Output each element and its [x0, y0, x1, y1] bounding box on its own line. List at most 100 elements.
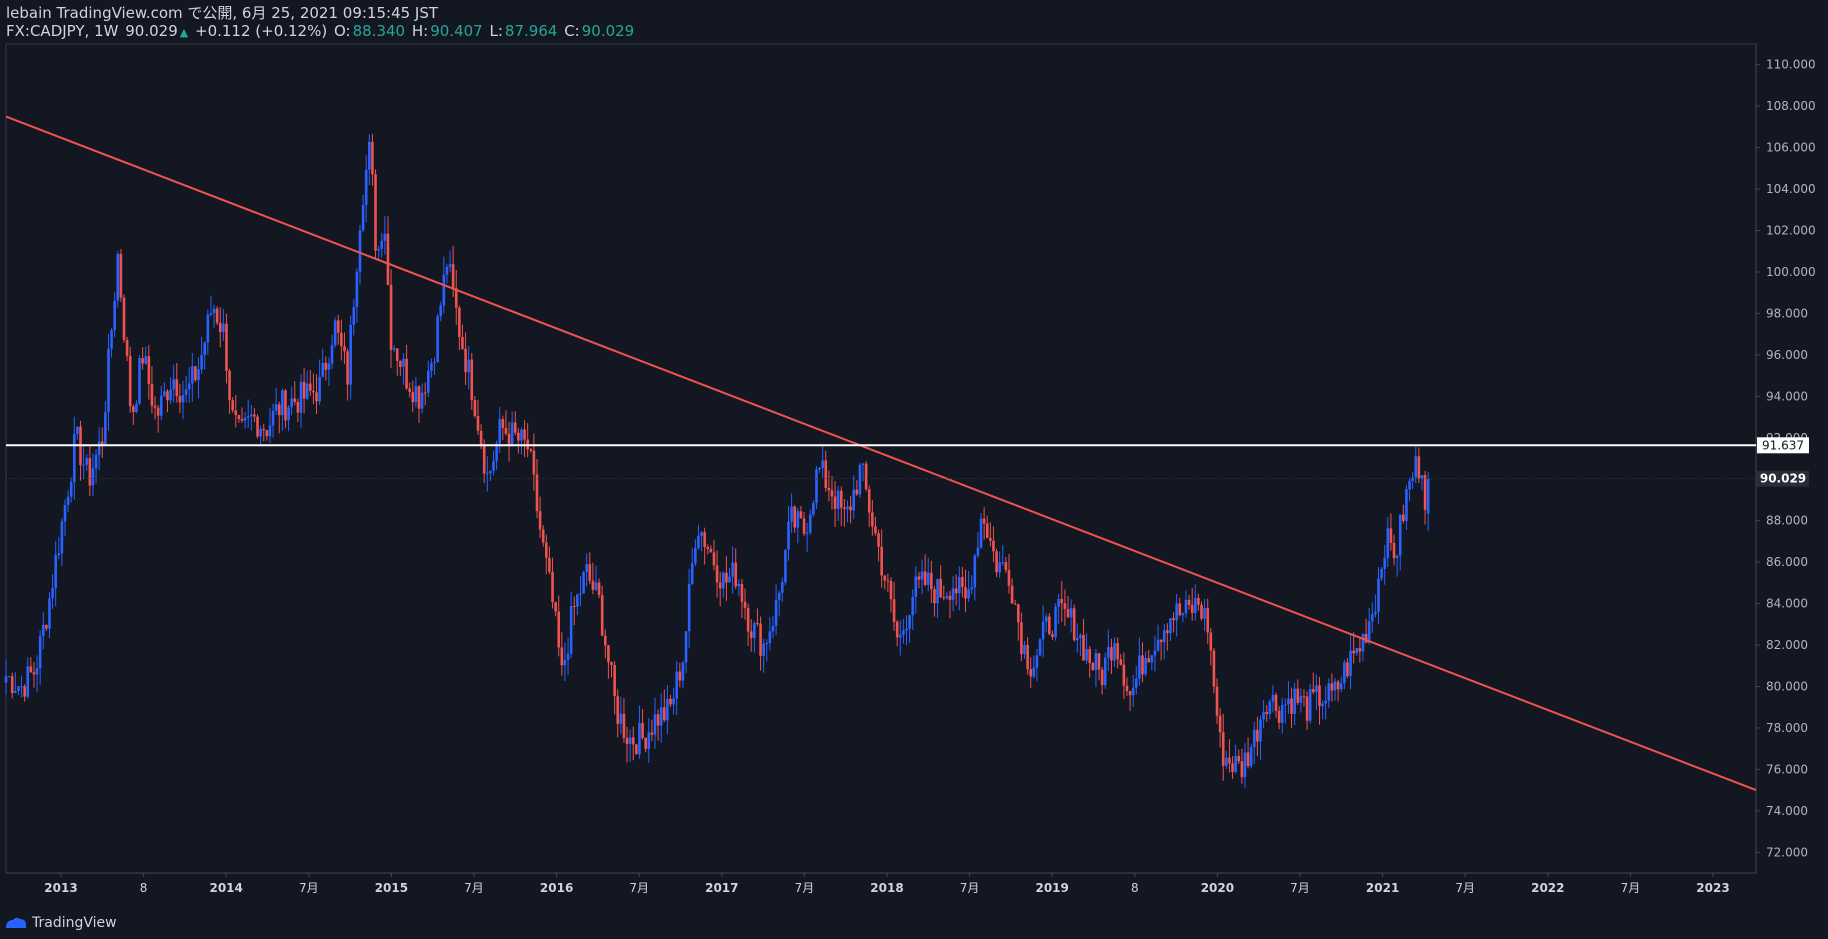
candle-body: [1001, 562, 1005, 564]
candle-body: [57, 553, 61, 556]
candle-body: [979, 518, 983, 548]
candle-body: [281, 390, 284, 416]
candle-body: [265, 430, 269, 437]
candle-body: [1038, 639, 1042, 656]
candle-body: [191, 366, 194, 384]
candle-body: [917, 576, 921, 580]
candle-body: [1004, 562, 1008, 571]
candle-body: [277, 404, 281, 416]
candle-body: [1358, 648, 1362, 652]
x-tick-label: 2015: [375, 881, 408, 895]
candle-body: [364, 169, 368, 205]
candle-body: [551, 571, 554, 603]
candle-body: [961, 577, 964, 588]
candle-body: [600, 595, 604, 636]
candle-body: [880, 546, 883, 576]
up-arrow-icon: ▲: [179, 26, 189, 39]
candle-body: [222, 323, 225, 333]
candle-body: [1215, 686, 1219, 716]
candle-body: [799, 511, 803, 519]
candle-body: [414, 386, 418, 403]
y-tick-label: 74.000: [1766, 804, 1808, 818]
candle-body: [672, 698, 675, 705]
candle-body: [644, 737, 647, 750]
trendline: [5, 115, 1757, 792]
candle-body: [1138, 655, 1141, 679]
candle-body: [989, 537, 992, 541]
candle-body: [85, 458, 89, 465]
candle-body: [1380, 568, 1383, 579]
candle-body: [321, 362, 325, 377]
candle-body: [520, 429, 523, 441]
candle-body: [902, 630, 905, 635]
candle-body: [1349, 650, 1352, 677]
candle-body: [650, 732, 654, 735]
candle-body: [355, 271, 359, 308]
candle-body: [1367, 621, 1371, 643]
x-tick-label: 2017: [705, 881, 738, 895]
candle-body: [1032, 667, 1036, 677]
candle-body: [324, 362, 328, 370]
candle-body: [1094, 653, 1098, 671]
candle-body: [1166, 630, 1169, 634]
candle-body: [1178, 603, 1182, 616]
candle-body: [144, 356, 148, 364]
candle-body: [734, 562, 738, 587]
candle-body: [591, 580, 595, 590]
candle-body: [777, 592, 781, 600]
candle-body: [957, 577, 961, 594]
candle-body: [1361, 634, 1365, 652]
candle-body: [293, 398, 297, 403]
candle-body: [1184, 599, 1188, 614]
candle-body: [560, 647, 564, 666]
candle-body: [1352, 650, 1355, 654]
candle-body: [20, 686, 23, 688]
candle-body: [538, 511, 542, 530]
candle-body: [209, 312, 213, 315]
candle-body: [1122, 664, 1126, 686]
candle-body: [10, 676, 14, 694]
x-axis-ticks: 2013 8 2014 7月 2015 7月 2016 7月 2017 7月 2018 7月 2019 8…: [44, 873, 1730, 895]
candle-body: [576, 594, 579, 607]
candle-body: [846, 506, 849, 510]
candle-body: [513, 422, 517, 433]
candle-body: [1330, 683, 1334, 691]
candle-body: [420, 392, 424, 409]
candle-body: [417, 386, 421, 409]
candle-body: [374, 174, 377, 251]
candle-body: [1100, 669, 1104, 686]
x-tick-label: 7月: [1621, 881, 1641, 895]
candle-body: [1054, 606, 1057, 638]
candle-body: [638, 723, 641, 755]
candle-body: [73, 433, 76, 483]
candle-body: [1414, 456, 1418, 478]
candle-body: [305, 383, 309, 399]
candle-body: [315, 392, 318, 402]
candle-body: [290, 398, 293, 408]
candles-layer: [4, 133, 1430, 788]
candle-body: [588, 564, 592, 581]
candle-body: [579, 593, 582, 595]
candle-body: [405, 358, 408, 389]
x-tick-label: 2019: [1035, 881, 1068, 895]
candle-body: [107, 348, 110, 413]
last-price-tag: [1757, 470, 1809, 487]
x-tick-label: 7月: [1290, 881, 1310, 895]
candle-body: [246, 416, 250, 418]
candle-body: [659, 707, 663, 726]
candle-body: [1159, 639, 1163, 643]
candle-body: [1091, 663, 1095, 671]
candle-body: [1181, 613, 1185, 616]
candle-body: [1072, 608, 1076, 641]
candle-body: [495, 443, 498, 461]
candle-body: [439, 305, 443, 317]
y-tick-label: 104.000: [1766, 182, 1816, 196]
candle-body: [849, 506, 852, 511]
candle-body: [1259, 719, 1262, 742]
candle-body: [1249, 747, 1253, 766]
candle-body: [1268, 701, 1272, 715]
candle-body: [1246, 752, 1250, 766]
candle-body: [1377, 578, 1380, 612]
candle-body: [371, 141, 374, 175]
